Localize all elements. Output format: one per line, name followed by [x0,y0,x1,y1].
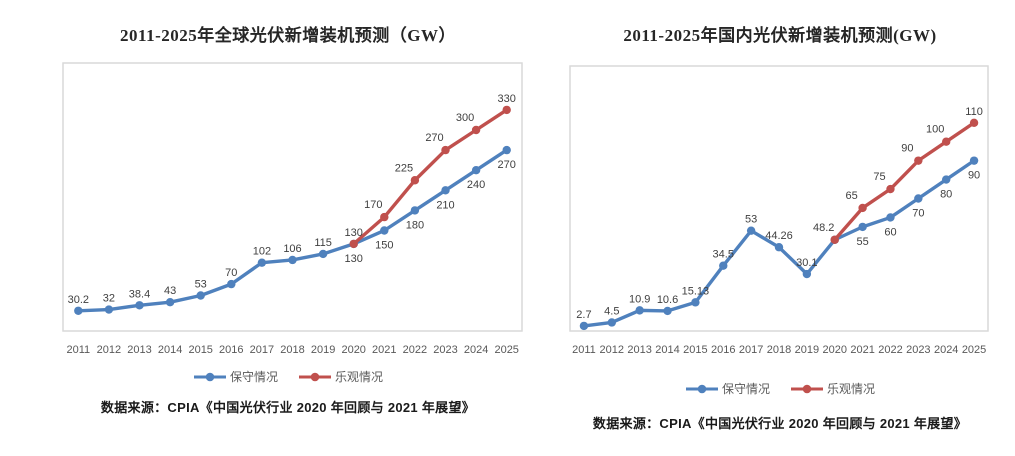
legend-item-label: 保守情况 [229,370,278,384]
legend-item-optimistic: 乐观情况 [790,380,875,397]
svg-text:53: 53 [745,214,757,226]
svg-text:130: 130 [345,227,363,239]
svg-text:10.6: 10.6 [657,294,678,306]
svg-text:44.26: 44.26 [765,230,793,242]
source-note: 数据来源：CPIA《中国光伏行业 2020 年回顾与 2021 年展望》 [100,400,476,415]
chart-title: 2011-2025年国内光伏新增装机预测(GW) [623,26,937,45]
svg-text:2013: 2013 [127,344,151,356]
legend-item-conservative: 保守情况 [685,380,770,397]
svg-text:2015: 2015 [683,344,707,356]
svg-text:270: 270 [498,159,516,171]
svg-text:2025: 2025 [494,344,518,356]
svg-text:2013: 2013 [627,344,651,356]
line-marker-icon [685,384,718,393]
svg-text:2017: 2017 [250,344,274,356]
svg-text:34.5: 34.5 [713,249,734,261]
svg-text:102: 102 [253,246,271,258]
svg-text:2015: 2015 [188,344,212,356]
svg-text:2017: 2017 [739,344,763,356]
svg-text:10.9: 10.9 [629,293,650,305]
svg-text:210: 210 [436,199,454,211]
svg-text:2021: 2021 [372,344,396,356]
svg-text:2022: 2022 [403,344,427,356]
svg-text:2021: 2021 [850,344,874,356]
svg-text:65: 65 [845,190,857,202]
legend-item-label: 保守情况 [721,382,770,396]
svg-text:15.13: 15.13 [682,285,710,297]
line-marker-icon [791,384,823,393]
svg-text:38.4: 38.4 [129,288,150,300]
svg-text:300: 300 [456,112,474,124]
chart-title: 2011-2025年全球光伏新增装机预测（GW） [120,26,456,45]
svg-text:4.5: 4.5 [604,305,619,317]
legend-item-conservative: 保守情况 [193,368,278,385]
svg-text:2012: 2012 [600,344,624,356]
svg-text:2011: 2011 [66,344,90,356]
svg-text:70: 70 [225,267,237,279]
line-chart-svg: 30.2 32 38.4 43 53 70 102 106 115 130 150 180 210 240… [62,62,523,356]
svg-text:2019: 2019 [795,344,819,356]
svg-text:2014: 2014 [655,344,679,356]
svg-text:2020: 2020 [822,344,846,356]
source-note: 数据来源：CPIA《中国光伏行业 2020 年回顾与 2021 年展望》 [592,416,968,431]
svg-text:2012: 2012 [97,344,121,356]
svg-text:2020: 2020 [341,344,365,356]
svg-text:2022: 2022 [878,344,902,356]
svg-text:43: 43 [164,285,176,297]
line-marker-icon [193,372,226,381]
svg-text:75: 75 [873,171,885,183]
svg-text:48.2: 48.2 [813,222,834,234]
svg-text:170: 170 [364,199,382,211]
svg-text:130: 130 [345,253,363,265]
domestic-pv-chart: 2011-2025年国内光伏新增装机预测(GW) 2.7 4.5 10.9 10.6 1… [545,18,1015,432]
svg-text:2016: 2016 [711,344,735,356]
legend-item-label: 乐观情况 [827,382,876,396]
chart-legend: 保守情况 乐观情况 [545,380,1015,397]
legend-item-label: 乐观情况 [335,370,384,384]
legend-item-optimistic: 乐观情况 [298,368,383,385]
svg-text:55: 55 [856,236,868,248]
svg-text:240: 240 [467,179,485,191]
svg-text:110: 110 [965,106,983,118]
svg-text:2.7: 2.7 [576,309,591,321]
line-chart-svg: 2.7 4.5 10.9 10.6 15.13 34.5 53 44.26 30.1 55 60 70… [569,65,989,356]
svg-text:32: 32 [103,293,115,305]
svg-text:70: 70 [912,208,924,220]
svg-text:225: 225 [395,162,413,174]
svg-text:30.1: 30.1 [796,257,817,269]
svg-text:100: 100 [926,124,944,136]
global-pv-chart: 2011-2025年全球光伏新增装机预测（GW） 30.2 32 38.4 43 53 7… [38,18,538,416]
svg-text:60: 60 [884,226,896,238]
svg-text:2018: 2018 [767,344,791,356]
svg-text:180: 180 [406,219,424,231]
line-marker-icon [299,372,331,381]
svg-text:330: 330 [498,93,516,105]
svg-text:270: 270 [425,132,443,144]
svg-text:80: 80 [940,189,952,201]
svg-text:150: 150 [375,240,393,252]
chart-legend: 保守情况 乐观情况 [38,368,538,385]
svg-text:90: 90 [901,143,913,155]
svg-text:2024: 2024 [464,344,488,356]
svg-text:2016: 2016 [219,344,243,356]
svg-text:90: 90 [968,170,980,182]
svg-text:2023: 2023 [906,344,930,356]
svg-text:53: 53 [195,278,207,290]
svg-text:2018: 2018 [280,344,304,356]
svg-text:2024: 2024 [934,344,958,356]
svg-text:2025: 2025 [962,344,986,356]
svg-text:2011: 2011 [572,344,596,356]
svg-text:2019: 2019 [311,344,335,356]
svg-text:2014: 2014 [158,344,182,356]
svg-text:106: 106 [283,243,301,255]
svg-text:30.2: 30.2 [68,294,89,306]
svg-text:2023: 2023 [433,344,457,356]
svg-text:115: 115 [314,237,332,249]
